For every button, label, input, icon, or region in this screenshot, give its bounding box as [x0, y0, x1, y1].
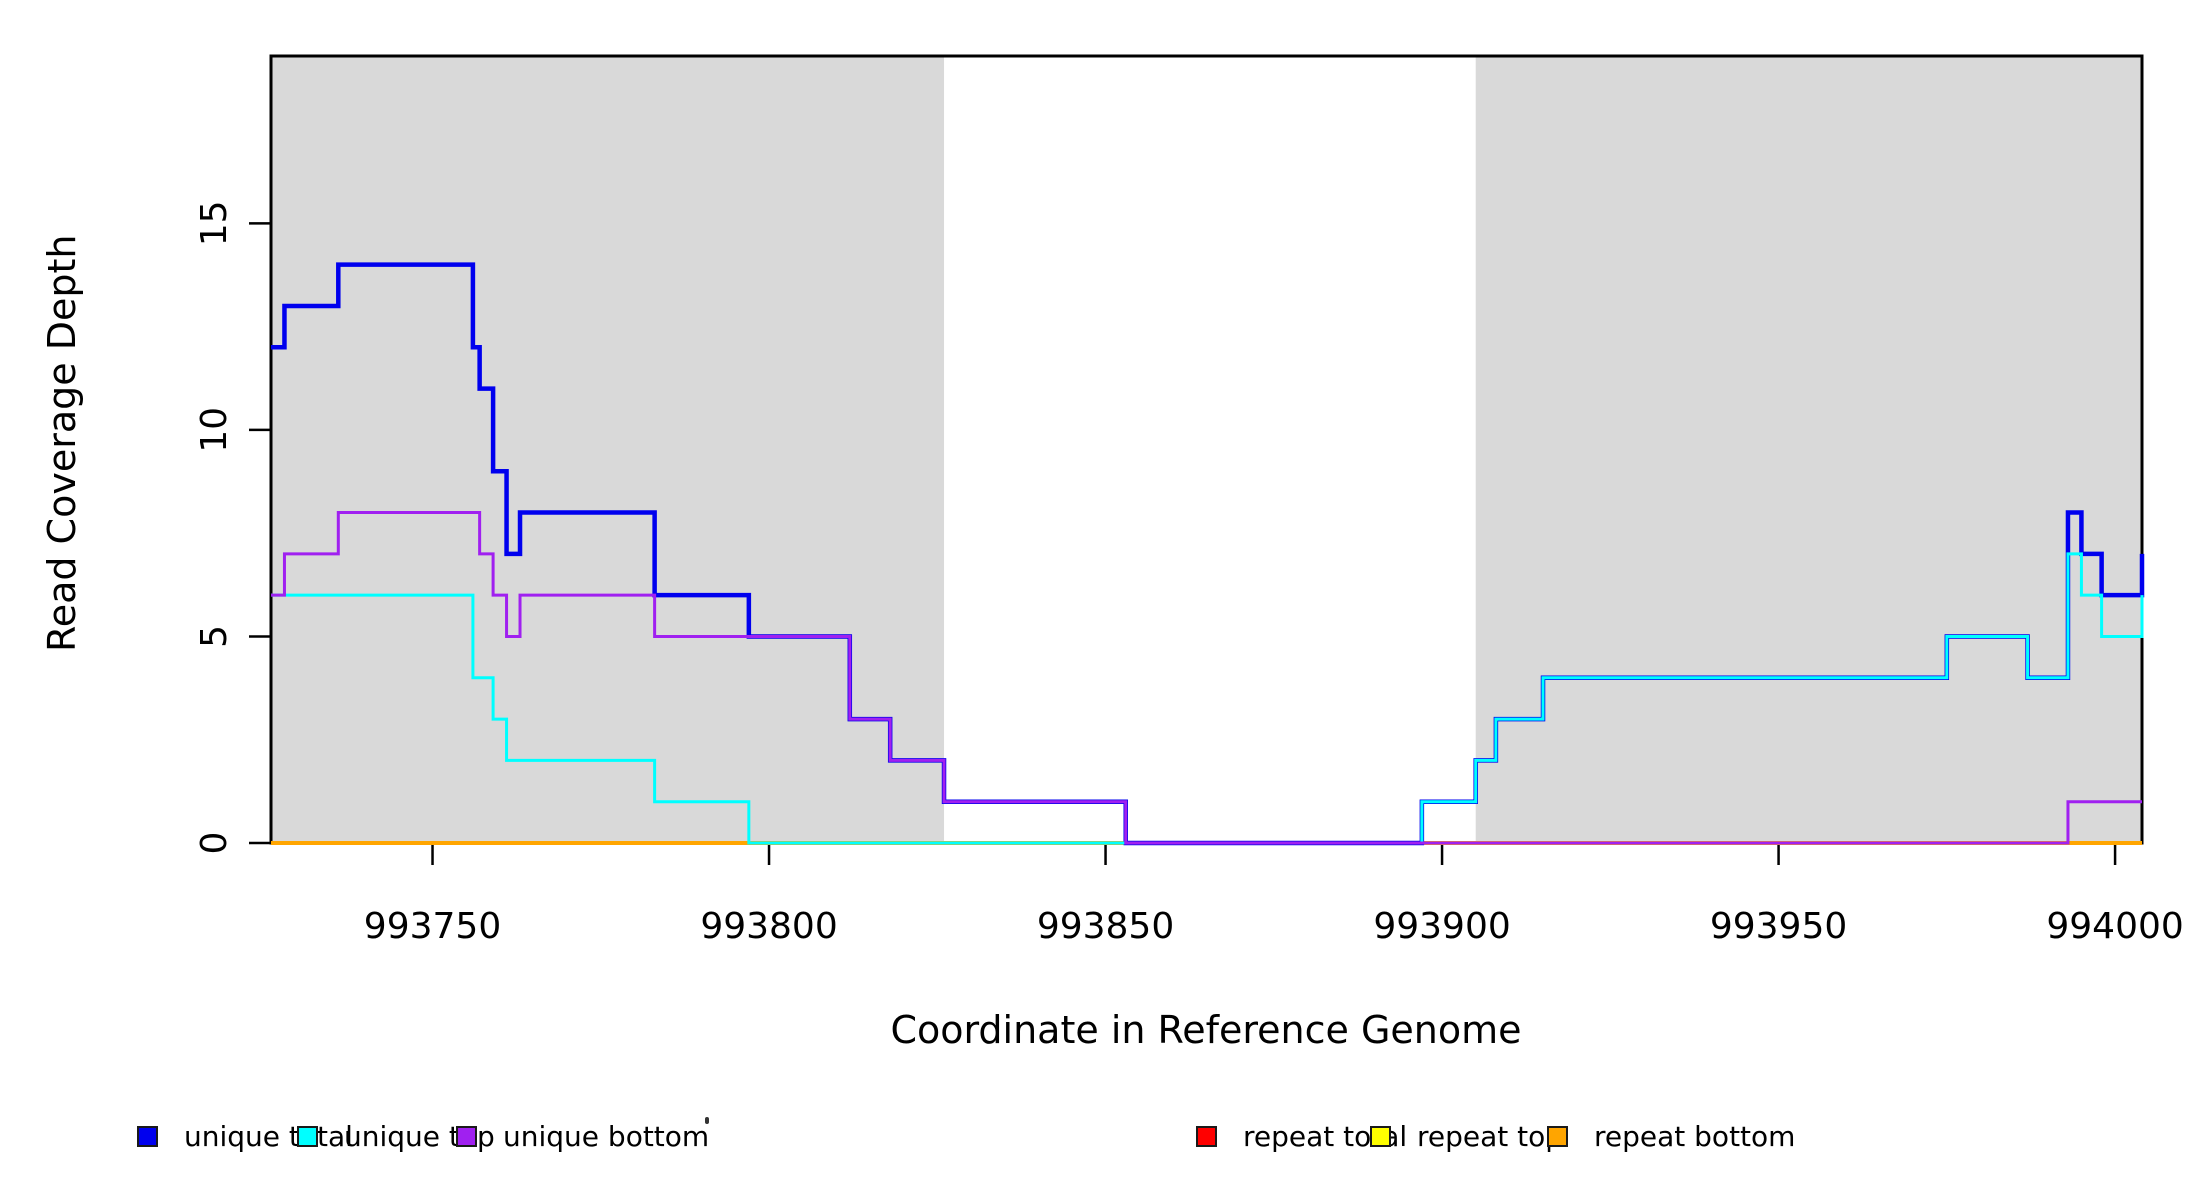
legend-swatch-unique-bottom	[456, 1125, 477, 1147]
legend-label: repeat bottom	[1594, 1119, 1796, 1153]
legend-swatch-repeat-bottom	[1547, 1125, 1568, 1147]
series-unique-top	[271, 552, 2144, 845]
legend-swatch-unique-total	[137, 1125, 158, 1147]
y-tick-label: 15	[194, 200, 235, 246]
y-tick-label: 5	[194, 625, 235, 648]
legend-item-repeat-bottom: repeat bottom	[1547, 1118, 1795, 1154]
x-tick-label: 993900	[1373, 906, 1510, 947]
y-axis-title: Read Coverage Depth	[40, 234, 84, 652]
y-tick-label: 10	[194, 407, 235, 453]
x-axis-title: Coordinate in Reference Genome	[890, 1008, 1522, 1052]
x-tick-label: 993800	[700, 906, 837, 947]
x-tick-label: 993850	[1037, 906, 1174, 947]
legend-item-unique-top: unique top	[297, 1118, 495, 1154]
legend-label: unique total	[184, 1119, 353, 1153]
series-unique-bottom	[271, 511, 2142, 845]
y-tick-label: 0	[194, 832, 235, 855]
x-tick-label: 994000	[2046, 906, 2183, 947]
legend-label: repeat top	[1417, 1119, 1564, 1153]
stray-dot	[705, 1117, 709, 1124]
unique-region-left	[271, 56, 945, 843]
x-tick-label: 993950	[1710, 906, 1847, 947]
legend-swatch-repeat-top	[1370, 1125, 1391, 1147]
legend: unique total unique top unique bottom repea…	[0, 1118, 2200, 1158]
unique-region-right	[1475, 56, 2142, 843]
legend-swatch-unique-top	[297, 1125, 318, 1147]
legend-swatch-repeat-total	[1196, 1125, 1217, 1147]
legend-item-repeat-top: repeat top	[1370, 1118, 1563, 1154]
legend-label: unique bottom	[503, 1119, 710, 1153]
legend-item-unique-bottom: unique bottom	[456, 1118, 709, 1154]
x-tick-label: 993750	[364, 906, 501, 947]
legend-item-unique-total: unique total	[137, 1118, 353, 1154]
